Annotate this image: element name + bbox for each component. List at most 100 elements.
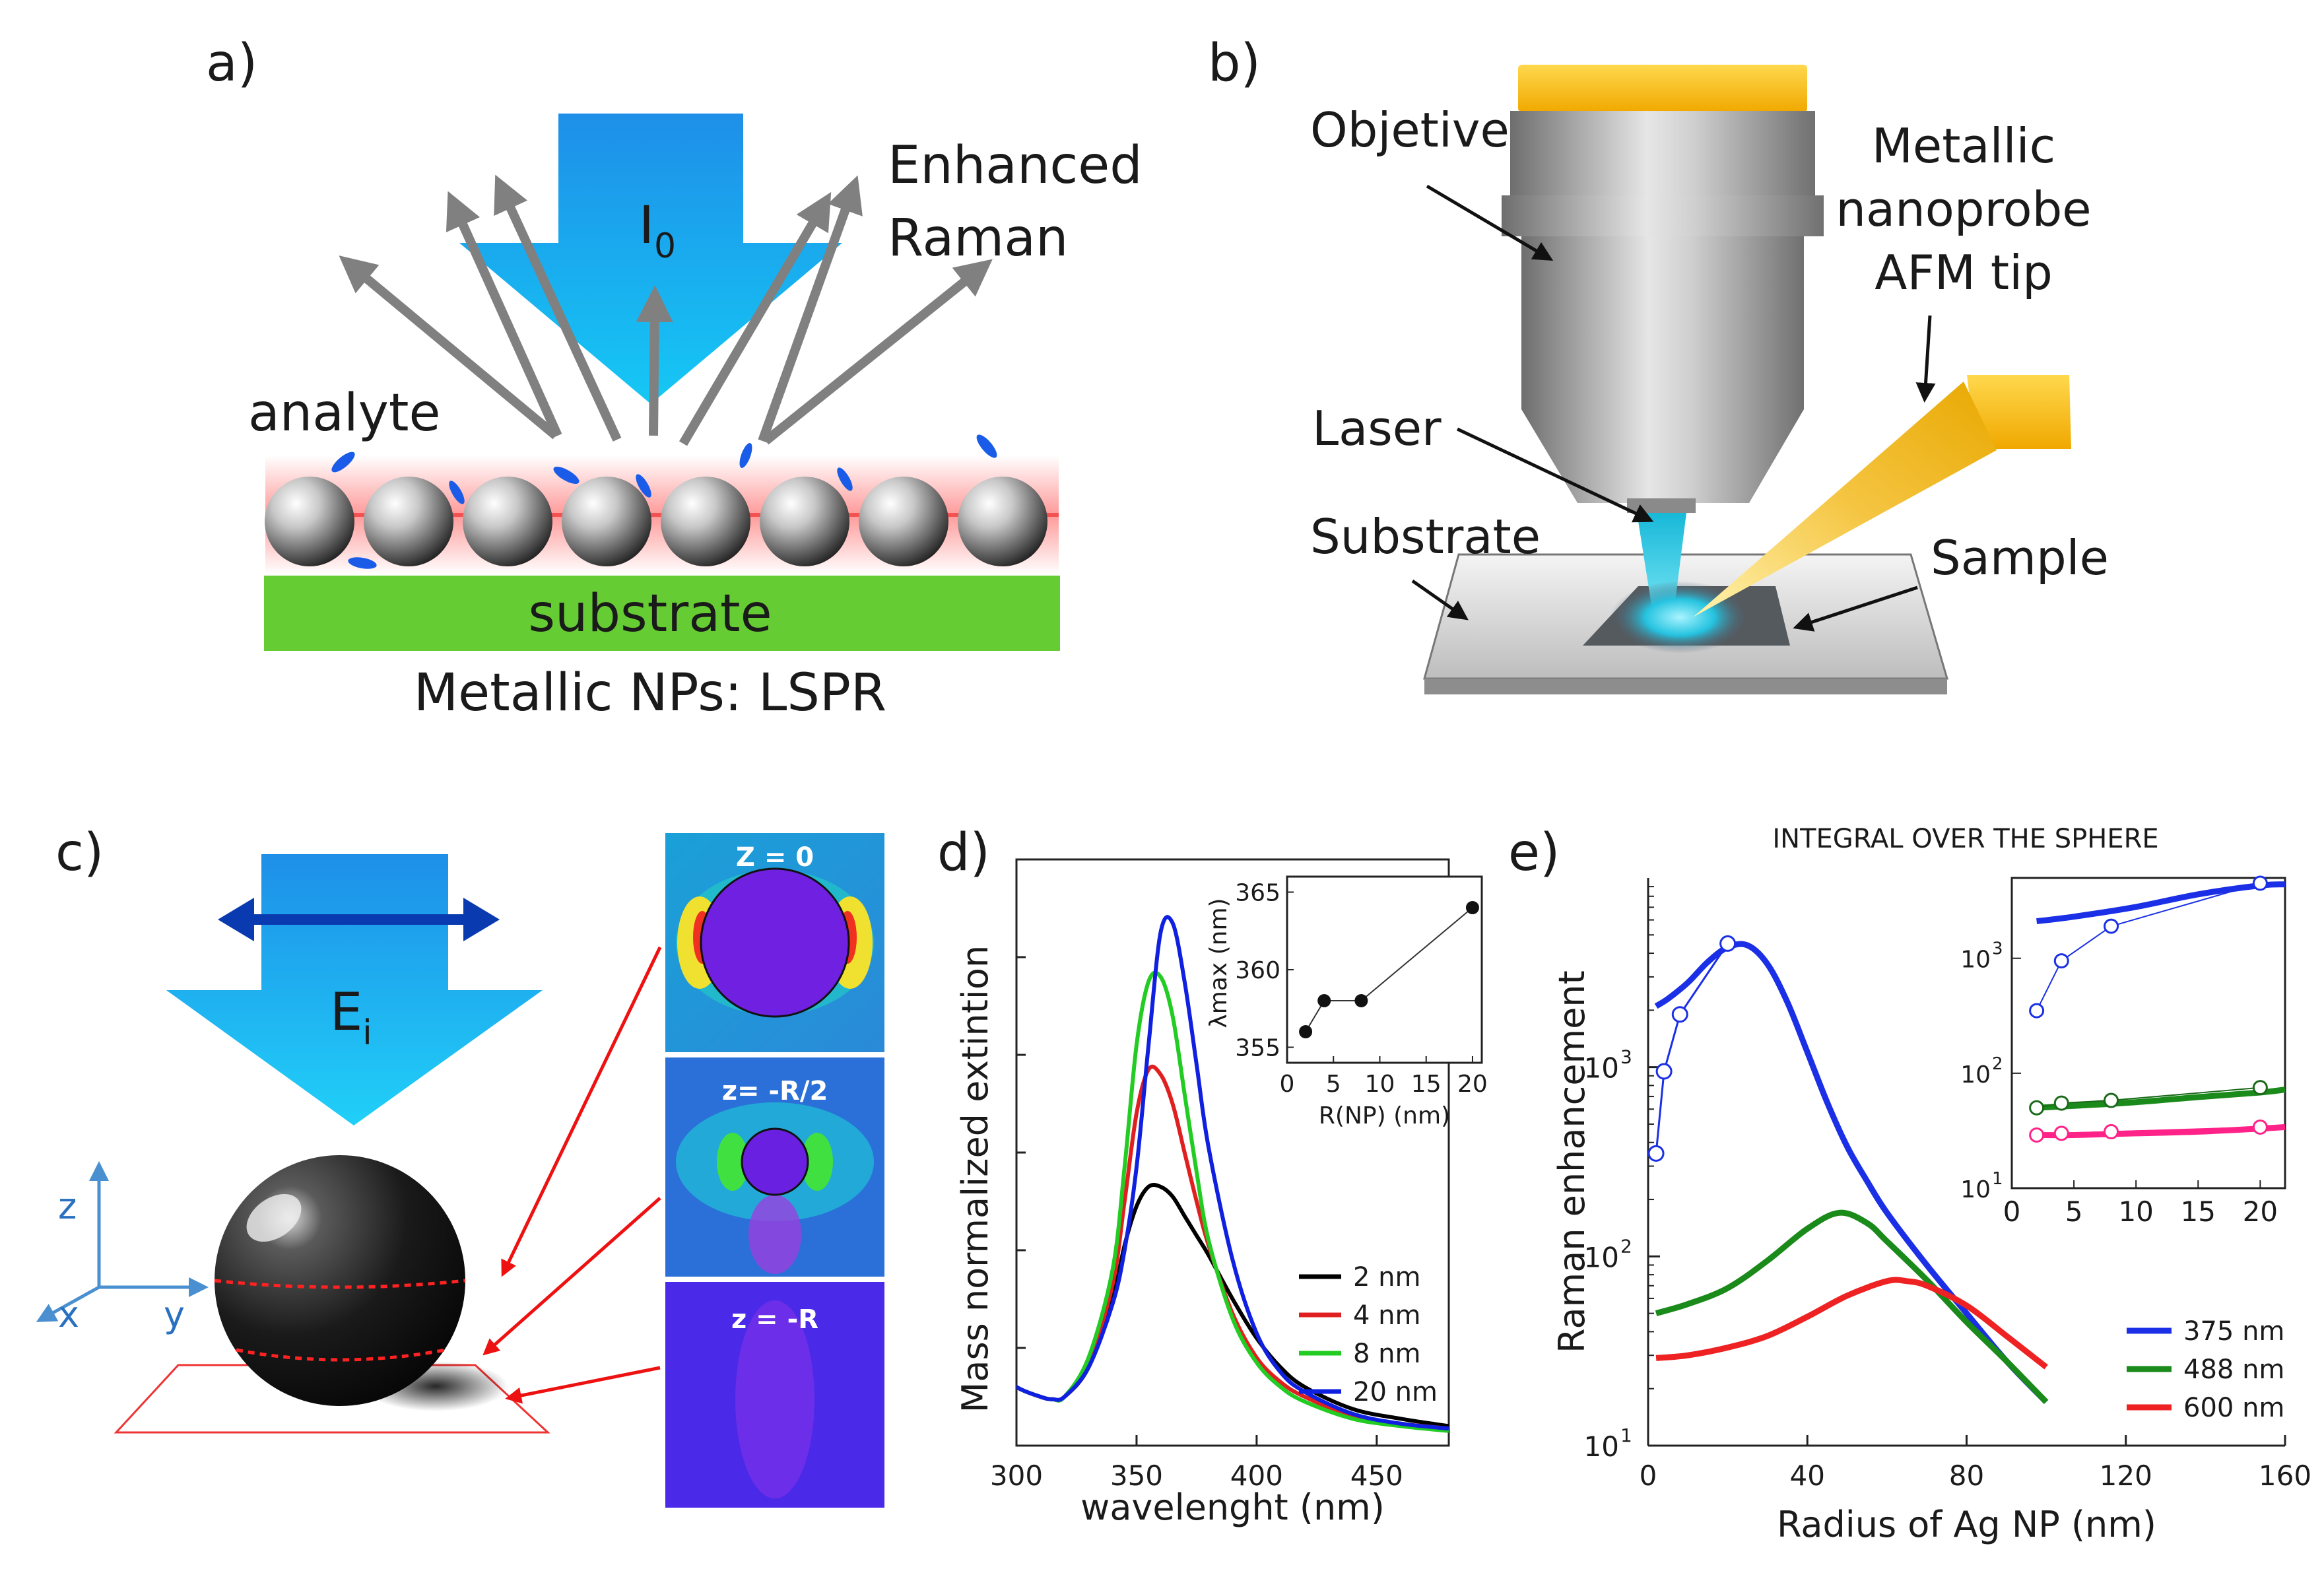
afm-cantilever: [1967, 375, 2071, 449]
raman-arrow: [636, 285, 673, 436]
raman-arrow: [762, 259, 993, 445]
molecule: [976, 434, 997, 458]
nanoparticle: [760, 477, 849, 566]
y-tick-exp-e: 2: [1620, 1235, 1632, 1257]
inset-marker-e: [2252, 1080, 2268, 1096]
caption-lspr: Metallic NPs: LSPR: [414, 663, 886, 723]
series-line-e-600-nm: [1655, 1277, 2048, 1370]
inset-x-tick-label-e: 15: [2181, 1195, 2216, 1228]
inset-marker-e: [2104, 1123, 2119, 1139]
objective-ring: [1502, 195, 1824, 236]
inset-x-tick-label-d: 20: [1457, 1071, 1488, 1098]
series-group-e: [1654, 941, 2049, 1405]
panel-c-letter: c): [55, 823, 104, 883]
y-axis-label-e: Raman enhancement: [1551, 970, 1593, 1353]
field-map-particle: [741, 1127, 809, 1196]
panel-a-letter: a): [206, 34, 257, 93]
analyte-molecules: [331, 434, 997, 569]
field-arrow: [166, 854, 543, 1125]
objective-body: [1510, 111, 1815, 195]
probe-line3: AFM tip: [1875, 245, 2053, 300]
objective-nose: [1521, 409, 1804, 503]
molecule: [348, 557, 377, 569]
x-axis-label-e: Radius of Ag NP (nm): [1777, 1504, 2156, 1545]
field-map-label: Z = 0: [736, 842, 814, 873]
legend-label-e: 488 nm: [2183, 1355, 2284, 1385]
legend-label-d: 20 nm: [1353, 1377, 1438, 1407]
substrate-bar: [264, 576, 1060, 651]
inset-y-tick-exp-e: 3: [1992, 939, 2003, 959]
inset-y-tick-exp-e: 2: [1992, 1054, 2003, 1074]
marker-point-e: [1719, 935, 1737, 952]
inset-y-tick-label-e: 10: [1960, 1176, 1991, 1203]
x-tick-label-d: 450: [1350, 1459, 1403, 1492]
x-axis-label-d: wavelenght (nm): [1080, 1487, 1385, 1528]
beam-sub: 0: [654, 226, 676, 266]
inset-point-d: [1317, 994, 1331, 1007]
marker-line-e: [1655, 943, 1729, 1154]
objective-label: Objetive: [1310, 102, 1510, 158]
cut-line-bottom: [236, 1348, 446, 1362]
objective-barrel: [1521, 236, 1804, 409]
afm-tip: [1693, 382, 1997, 617]
molecule: [449, 481, 465, 504]
inset-marker-e: [2053, 1095, 2069, 1111]
nanoparticle: [562, 477, 651, 566]
substrate-slide-edge: [1424, 679, 1947, 694]
inset-x-tick-label-d: 10: [1365, 1071, 1395, 1098]
field-map-z-r: z = -R: [665, 1282, 884, 1508]
panel-c: c) Ei z x y: [36, 823, 884, 1508]
probe-line2: nanoprobe: [1836, 182, 2091, 237]
inset-y-label-d: λmax (nm): [1205, 898, 1232, 1028]
axis-x: [36, 1285, 100, 1322]
probe-label: Metallic nanoprobe AFM tip: [1836, 118, 2091, 300]
panel-a: a) I0 Enhanced Raman analyte: [206, 34, 1143, 723]
x-tick-label-e: 160: [2259, 1459, 2311, 1492]
objective-pointer: [1426, 184, 1554, 261]
raman-arrow: [679, 191, 832, 446]
inset-marker-e: [2053, 1125, 2069, 1141]
laser-pointer: [1456, 427, 1654, 523]
panel-e-letter: e): [1508, 823, 1560, 883]
axis-x-label: x: [58, 1294, 79, 1335]
raman-arrow: [446, 191, 562, 438]
inset-marker-e: [2029, 1003, 2045, 1019]
analyte-label: analyte: [248, 384, 440, 443]
field-map-hotspot: [801, 1133, 833, 1191]
inset-marker-e: [2252, 1119, 2268, 1135]
y-tick-label-e: 10: [1584, 1430, 1619, 1463]
inset-y-tick-label-d: 365: [1235, 880, 1280, 907]
inset-frame-d: [1286, 875, 1483, 1064]
inset-marker-e: [2104, 918, 2119, 934]
nanoparticle: [859, 477, 948, 566]
inset-marker-e: [2029, 1100, 2045, 1116]
inset-x-tick-label-d: 5: [1326, 1071, 1341, 1098]
raman-arrow: [758, 175, 863, 443]
molecule: [739, 443, 752, 468]
map-pointer: [482, 1197, 661, 1356]
inset-frame-e: [2010, 877, 2286, 1190]
substrate-b-label: Substrate: [1310, 509, 1541, 564]
inset-y-tick-label-d: 355: [1235, 1035, 1280, 1062]
inset-line-d: [1305, 907, 1473, 1032]
inset-marker-e: [2104, 1092, 2119, 1108]
nanoparticle: [661, 477, 750, 566]
y-tick-exp-e: 3: [1620, 1046, 1632, 1068]
chart-e-title: INTEGRAL OVER THE SPHERE: [1772, 824, 2158, 854]
series-line-e-488-nm: [1655, 1209, 2049, 1405]
polarization-head-right: [463, 898, 500, 941]
molecule: [553, 467, 580, 484]
enhanced-raman-line2: Raman: [888, 209, 1069, 268]
marker-point-e: [1671, 1006, 1688, 1023]
legend-label-d: 8 nm: [1353, 1339, 1420, 1369]
field-map-glow: [735, 1300, 814, 1498]
raman-arrow: [339, 255, 559, 440]
map-pointer: [501, 946, 662, 1277]
molecule: [331, 452, 355, 473]
inset-y-tick-label-e: 10: [1960, 947, 1991, 974]
y-tick-label-e: 10: [1584, 1052, 1619, 1085]
inset-marker-e: [2029, 1127, 2045, 1143]
field-map-glow: [748, 1195, 801, 1274]
